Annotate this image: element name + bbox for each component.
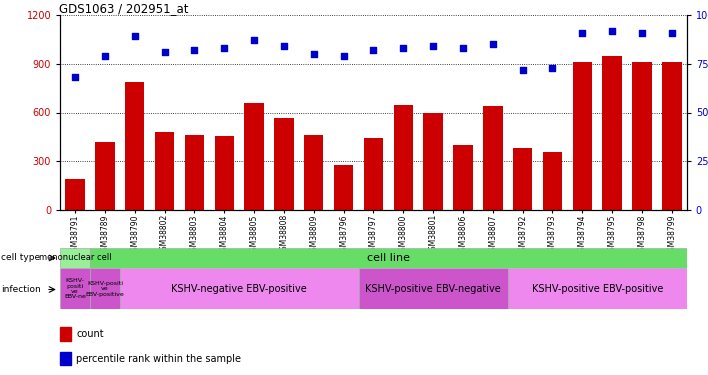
Point xyxy=(666,30,678,36)
Bar xyxy=(573,62,592,210)
Bar xyxy=(60,352,71,365)
Bar xyxy=(543,152,562,210)
Point xyxy=(249,38,260,44)
Point xyxy=(338,53,349,59)
Point xyxy=(367,47,379,53)
Point xyxy=(69,74,81,80)
Point xyxy=(398,45,409,51)
Bar xyxy=(334,165,353,210)
Point xyxy=(517,67,528,73)
Bar xyxy=(662,62,682,210)
Point xyxy=(219,45,230,51)
Bar xyxy=(274,118,294,210)
Bar xyxy=(60,248,90,268)
Bar xyxy=(60,268,90,309)
Bar xyxy=(185,135,204,210)
Bar xyxy=(364,138,383,210)
Bar xyxy=(358,268,508,309)
Bar xyxy=(60,327,71,341)
Point xyxy=(457,45,469,51)
Point xyxy=(636,30,648,36)
Bar xyxy=(304,135,324,210)
Bar xyxy=(632,62,651,210)
Bar xyxy=(508,268,687,309)
Bar xyxy=(394,105,413,210)
Text: cell line: cell line xyxy=(367,253,410,263)
Bar xyxy=(215,136,234,210)
Text: KSHV-negative EBV-positive: KSHV-negative EBV-positive xyxy=(171,284,307,294)
Bar xyxy=(125,82,144,210)
Text: KSHV-positi
ve
EBV-positive: KSHV-positi ve EBV-positive xyxy=(86,281,125,297)
Text: KSHV-
positi
ve
EBV-ne: KSHV- positi ve EBV-ne xyxy=(64,278,86,299)
Bar xyxy=(120,268,358,309)
Bar xyxy=(65,179,85,210)
Bar xyxy=(423,112,442,210)
Point xyxy=(129,33,140,39)
Point xyxy=(278,43,290,49)
Bar xyxy=(483,106,503,210)
Point xyxy=(189,47,200,53)
Bar xyxy=(244,103,264,210)
Point xyxy=(607,28,618,34)
Point xyxy=(428,43,439,49)
Text: KSHV-positive EBV-positive: KSHV-positive EBV-positive xyxy=(532,284,663,294)
Point xyxy=(99,53,110,59)
Point xyxy=(487,41,498,47)
Point xyxy=(159,49,170,55)
Bar xyxy=(96,142,115,210)
Bar xyxy=(603,57,622,210)
Bar xyxy=(90,268,120,309)
Bar xyxy=(453,145,473,210)
Text: mononuclear cell: mononuclear cell xyxy=(39,254,111,262)
Text: count: count xyxy=(76,329,104,339)
Text: infection: infection xyxy=(1,285,40,294)
Point xyxy=(308,51,319,57)
Text: GDS1063 / 202951_at: GDS1063 / 202951_at xyxy=(59,2,188,15)
Point xyxy=(576,30,588,36)
Point xyxy=(547,64,558,70)
Bar xyxy=(155,132,174,210)
Text: cell type: cell type xyxy=(1,254,40,262)
Text: KSHV-positive EBV-negative: KSHV-positive EBV-negative xyxy=(365,284,501,294)
Bar xyxy=(513,148,532,210)
Text: percentile rank within the sample: percentile rank within the sample xyxy=(76,354,241,364)
